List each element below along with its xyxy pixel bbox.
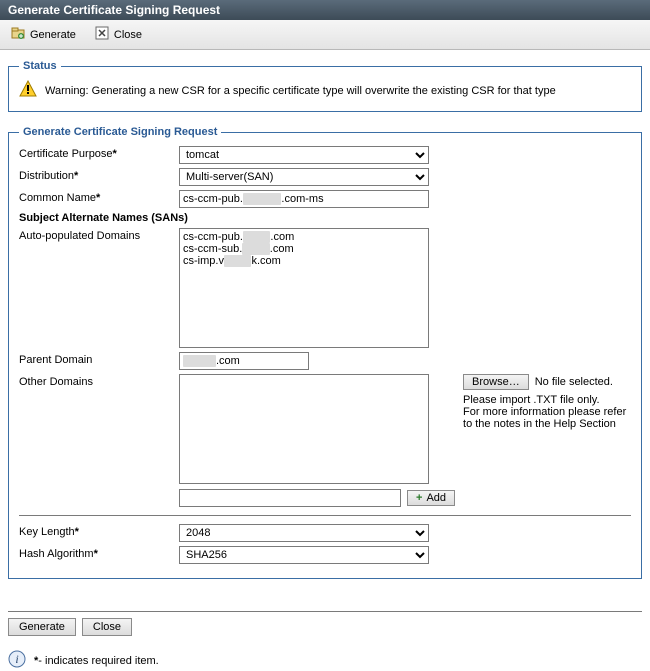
- csr-fieldset: Generate Certificate Signing Request Cer…: [8, 126, 642, 579]
- help-text-2: For more information please refer to the…: [463, 406, 631, 430]
- close-icon: [94, 25, 110, 44]
- info-icon: i: [8, 650, 26, 671]
- common-name-input[interactable]: cs-ccm-pub.xxxxxxx.com-ms: [179, 190, 429, 208]
- status-legend: Status: [19, 60, 61, 72]
- purpose-label: Certificate Purpose*: [19, 146, 179, 160]
- distribution-label: Distribution*: [19, 168, 179, 182]
- parent-domain-label: Parent Domain: [19, 352, 179, 366]
- add-button[interactable]: +Add: [407, 490, 455, 506]
- generate-toolbar-label: Generate: [30, 29, 76, 41]
- other-domains-label: Other Domains: [19, 374, 179, 388]
- footer-divider: [8, 611, 642, 612]
- parent-domain-input[interactable]: xxxxxx.com: [179, 352, 309, 370]
- warning-icon: [19, 80, 37, 101]
- no-file-text: No file selected.: [535, 376, 613, 388]
- sans-heading: Subject Alternate Names (SANs): [19, 212, 631, 224]
- auto-domains-area[interactable]: cs-ccm-pub.xxxxx.com cs-ccm-sub.xxxxx.co…: [179, 228, 429, 348]
- warning-text: Warning: Generating a new CSR for a spec…: [45, 85, 556, 97]
- list-item: cs-ccm-pub.xxxxx.com: [183, 231, 425, 243]
- close-toolbar-label: Close: [114, 29, 142, 41]
- status-fieldset: Status Warning: Generating a new CSR for…: [8, 60, 642, 112]
- other-domains-help: Browse… No file selected. Please import …: [463, 374, 631, 430]
- key-length-label: Key Length*: [19, 524, 179, 538]
- plus-icon: +: [416, 492, 422, 504]
- common-name-label: Common Name*: [19, 190, 179, 204]
- close-toolbar-button[interactable]: Close: [90, 23, 146, 46]
- hash-algo-label: Hash Algorithm*: [19, 546, 179, 560]
- list-item: cs-ccm-sub.xxxxx.com: [183, 243, 425, 255]
- purpose-select[interactable]: tomcat: [179, 146, 429, 164]
- required-note: *- indicates required item.: [34, 655, 159, 667]
- generate-icon: [10, 25, 26, 44]
- help-text-1: Please import .TXT file only.: [463, 394, 631, 406]
- svg-text:i: i: [15, 652, 18, 666]
- window-title-bar: Generate Certificate Signing Request: [0, 0, 650, 20]
- other-domains-area[interactable]: [179, 374, 429, 484]
- window-title: Generate Certificate Signing Request: [8, 3, 220, 17]
- csr-legend: Generate Certificate Signing Request: [19, 126, 221, 138]
- auto-domains-label: Auto-populated Domains: [19, 228, 179, 242]
- other-domains-add-input[interactable]: [179, 489, 401, 507]
- required-note-row: i *- indicates required item.: [8, 650, 650, 671]
- browse-button[interactable]: Browse…: [463, 374, 529, 390]
- key-length-select[interactable]: 2048: [179, 524, 429, 542]
- toolbar: Generate Close: [0, 20, 650, 50]
- divider: [19, 515, 631, 516]
- hash-algo-select[interactable]: SHA256: [179, 546, 429, 564]
- list-item: cs-imp.vxxxxxk.com: [183, 255, 425, 267]
- generate-toolbar-button[interactable]: Generate: [6, 23, 80, 46]
- distribution-select[interactable]: Multi-server(SAN): [179, 168, 429, 186]
